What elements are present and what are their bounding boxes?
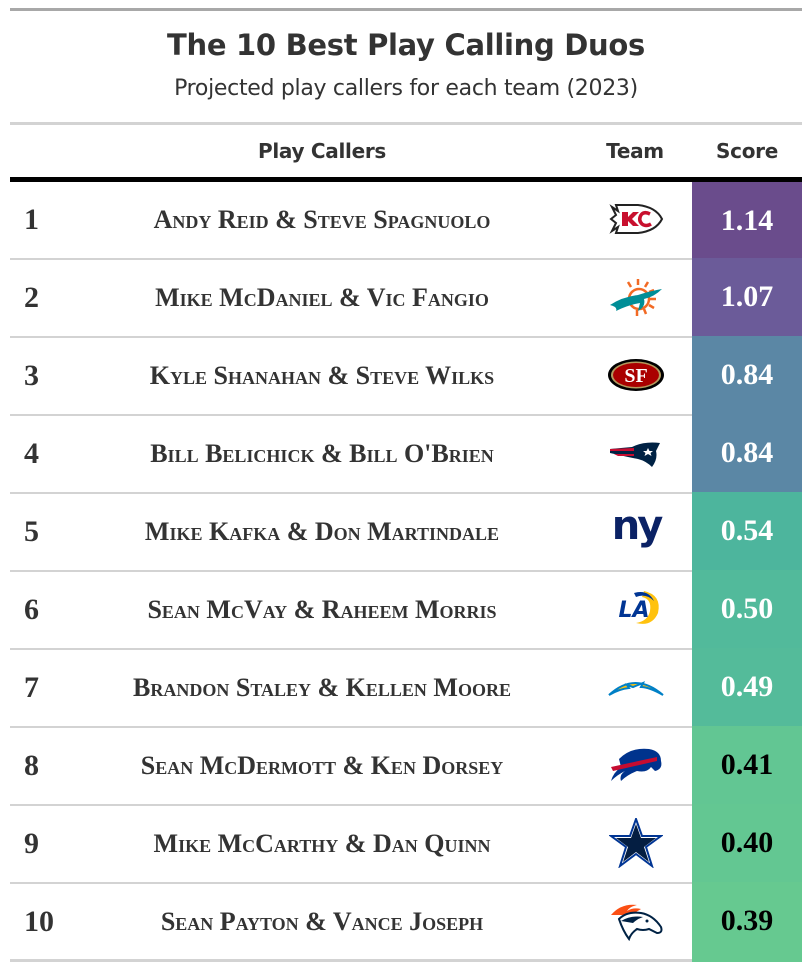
score-cell: 1.14 (692, 182, 802, 260)
score-cell: 0.54 (692, 492, 802, 572)
play-callers: Sean McVay & Raheem Morris (147, 595, 497, 624)
patriots-logo-icon (606, 428, 666, 478)
rank: 9 (24, 827, 39, 860)
score-cell: 1.07 (692, 258, 802, 338)
play-callers: Andy Reid & Steve Spagnuolo (153, 205, 491, 234)
score-cell: 0.39 (692, 882, 802, 962)
rank: 6 (24, 593, 39, 626)
rank: 2 (24, 281, 39, 314)
svg-text:SF: SF (624, 365, 647, 387)
chiefs-logo-icon (606, 194, 666, 244)
table-row: 1 Andy Reid & Steve Spagnuolo 1.14 (10, 182, 802, 260)
cowboys-logo-icon (606, 818, 666, 868)
dolphins-logo-icon (606, 272, 666, 322)
table-row: 9 Mike McCarthy & Dan Quinn 0.40 (10, 804, 802, 884)
header-top-rule (10, 122, 802, 125)
broncos-logo-icon (606, 896, 666, 946)
play-callers: Mike McDaniel & Vic Fangio (155, 283, 489, 312)
rank: 3 (24, 359, 39, 392)
rank: 8 (24, 749, 39, 782)
play-callers: Mike Kafka & Don Martindale (144, 517, 500, 546)
49ers-logo-icon: SF (606, 350, 666, 400)
table-row: 8 Sean McDermott & Ken Dorsey 0.41 (10, 726, 802, 806)
play-callers: Mike McCarthy & Dan Quinn (153, 829, 491, 858)
play-callers: Bill Belichick & Bill O'Brien (150, 439, 494, 468)
score-cell: 0.49 (692, 648, 802, 728)
play-callers: Brandon Staley & Kellen Moore (133, 673, 511, 702)
table-title: The 10 Best Play Calling Duos (167, 28, 645, 62)
table-row: 2 Mike McDaniel & Vic Fangio 1.07 (10, 258, 802, 338)
score-cell: 0.84 (692, 414, 802, 494)
rank: 10 (24, 905, 54, 938)
rank: 7 (24, 671, 39, 704)
table-body: 1 Andy Reid & Steve Spagnuolo 1.14 2 Mik… (10, 182, 802, 962)
table-row: 10 Sean Payton & Vance Joseph 0.39 (10, 882, 802, 962)
play-callers: Sean McDermott & Ken Dorsey (140, 751, 504, 780)
table-container: The 10 Best Play Calling Duos Projected … (10, 8, 802, 962)
rank: 1 (24, 203, 39, 236)
giants-logo-icon: ny (606, 506, 666, 556)
score-cell: 0.84 (692, 336, 802, 416)
table-row: 3 Kyle Shanahan & Steve Wilks SF 0.84 (10, 336, 802, 416)
column-header-row: Play Callers Team Score (10, 125, 802, 177)
table-row: 7 Brandon Staley & Kellen Moore 0.49 (10, 648, 802, 728)
svg-text:LA: LA (618, 598, 649, 623)
header-divider (10, 177, 802, 182)
rank: 4 (24, 437, 39, 470)
rank: 5 (24, 515, 39, 548)
table-row: 5 Mike Kafka & Don Martindale ny 0.54 (10, 492, 802, 572)
column-header-play-callers: Play Callers (257, 139, 386, 163)
rams-logo-icon: LA (606, 584, 666, 634)
top-rule (10, 8, 802, 11)
play-callers: Kyle Shanahan & Steve Wilks (149, 361, 495, 390)
bills-logo-icon (606, 740, 666, 790)
score-cell: 0.41 (692, 726, 802, 806)
svg-text:ny: ny (612, 507, 663, 549)
table-subtitle: Projected play callers for each team (20… (174, 76, 638, 101)
score-cell: 0.50 (692, 570, 802, 650)
chargers-logo-icon (606, 662, 666, 712)
play-callers: Sean Payton & Vance Joseph (160, 907, 484, 936)
table-row: 6 Sean McVay & Raheem Morris LA 0.50 (10, 570, 802, 650)
score-cell: 0.40 (692, 804, 802, 884)
column-header-score: Score (716, 139, 778, 163)
column-header-team: Team (606, 139, 664, 163)
table-row: 4 Bill Belichick & Bill O'Brien 0.84 (10, 414, 802, 494)
